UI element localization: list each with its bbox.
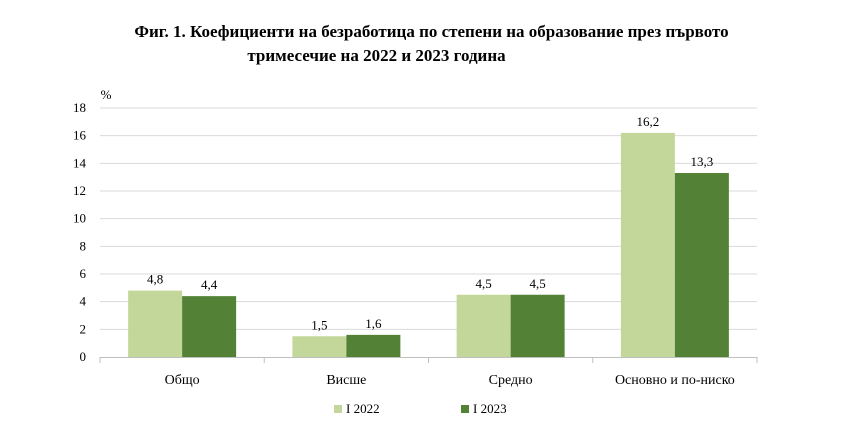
chart-title: Фиг. 1. Коефициенти на безработица по ст… <box>0 20 863 68</box>
data-label: 1,6 <box>365 316 382 331</box>
data-label: 4,4 <box>201 277 218 292</box>
y-axis-unit-label: % <box>101 87 112 102</box>
bar-i-2023 <box>182 296 237 357</box>
y-tick-label: 2 <box>80 321 87 336</box>
y-tick-label: 16 <box>73 128 87 143</box>
bar-i-2022 <box>128 290 183 357</box>
bar-i-2022 <box>620 132 675 357</box>
data-label: 1,5 <box>311 317 327 332</box>
data-label: 13,3 <box>691 154 714 169</box>
data-label: 4,5 <box>476 276 492 291</box>
data-label: 4,5 <box>530 276 546 291</box>
legend-label: I 2023 <box>473 401 507 416</box>
bar-i-2023 <box>674 173 729 357</box>
y-tick-label: 8 <box>80 238 87 253</box>
chart-title-line-1: Фиг. 1. Коефициенти на безработица по ст… <box>134 22 729 41</box>
y-tick-label: 10 <box>73 211 86 226</box>
legend-swatch-i-2023 <box>461 405 469 413</box>
bar-i-2022 <box>456 294 511 357</box>
x-category-label: Общо <box>165 373 200 388</box>
x-category-label: Основно и по-ниско <box>615 373 735 388</box>
legend-label: I 2022 <box>346 401 380 416</box>
bar-i-2023 <box>346 334 401 357</box>
bar-i-2022 <box>292 336 347 357</box>
y-tick-label: 6 <box>80 266 87 281</box>
bar-i-2023 <box>510 294 565 357</box>
y-tick-label: 18 <box>73 100 86 115</box>
data-label: 16,2 <box>637 114 660 129</box>
y-tick-label: 4 <box>80 294 87 309</box>
x-category-label: Средно <box>489 373 533 388</box>
data-label: 4,8 <box>147 272 163 287</box>
y-tick-label: 0 <box>80 349 87 364</box>
legend-swatch-i-2022 <box>334 405 342 413</box>
chart-title-line-2: тримесечие на 2022 и 2023 година <box>247 46 506 65</box>
y-tick-label: 12 <box>73 183 86 198</box>
x-category-label: Висше <box>326 373 366 388</box>
y-tick-label: 14 <box>73 155 87 170</box>
